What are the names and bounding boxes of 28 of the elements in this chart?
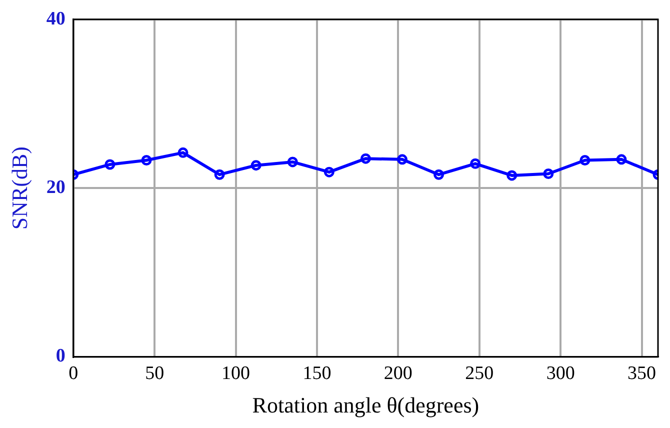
- point: [470, 158, 481, 169]
- y-tick-label: 20: [46, 177, 66, 198]
- point: [360, 153, 371, 164]
- point: [506, 170, 518, 181]
- y-axis-title: SNR(dB): [6, 146, 32, 230]
- x-tick-label: 150: [302, 363, 332, 384]
- x-tick-label: 250: [465, 363, 494, 384]
- point: [178, 147, 188, 158]
- point: [250, 160, 262, 171]
- x-tick-label: 200: [384, 363, 412, 384]
- point: [434, 169, 444, 180]
- point: [287, 156, 298, 168]
- x-tick-label: 0: [68, 363, 78, 384]
- y-tick-label: 40: [46, 8, 66, 30]
- x-tick-label: 50: [145, 363, 164, 384]
- point: [141, 155, 152, 166]
- point: [104, 159, 116, 170]
- x-axis-title: Rotation angle θ(degrees): [252, 392, 480, 418]
- x-tick-label: 100: [222, 363, 250, 384]
- x-tick-label: 350: [628, 363, 656, 384]
- point: [543, 168, 554, 180]
- point: [324, 166, 334, 178]
- point: [616, 154, 627, 165]
- x-tick-label: 300: [546, 363, 575, 384]
- y-tick-label: 0: [56, 346, 66, 367]
- point: [580, 155, 590, 166]
- point: [214, 169, 225, 180]
- point: [396, 154, 408, 165]
